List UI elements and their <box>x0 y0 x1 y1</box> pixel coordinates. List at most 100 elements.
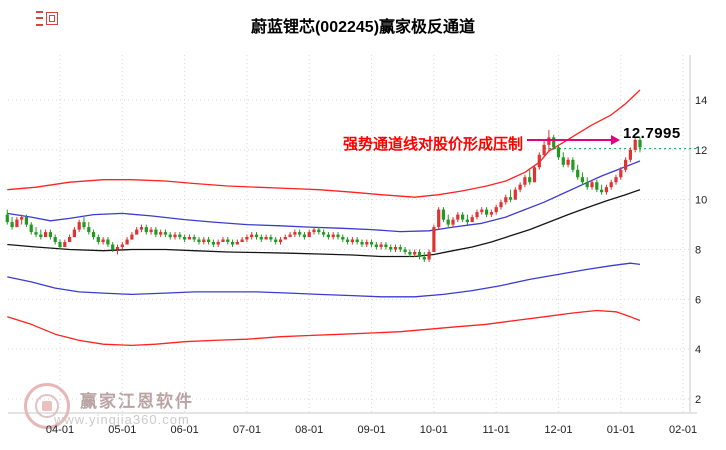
candle-body <box>322 232 326 235</box>
candle-body <box>187 237 191 240</box>
candle-body <box>384 244 388 247</box>
logo-box-icon <box>46 12 58 25</box>
candle-body <box>178 234 182 238</box>
candle-body <box>34 232 38 235</box>
candle-body <box>259 237 263 240</box>
candle-body <box>494 207 498 213</box>
candle-body <box>508 197 513 200</box>
y-axis-tick-label: 4 <box>695 344 701 356</box>
candle-body <box>614 177 618 183</box>
x-axis-tick-label: 01-01 <box>607 424 635 436</box>
candle-body <box>250 234 254 238</box>
candle-body <box>360 242 364 245</box>
candle-body <box>451 219 455 225</box>
candle-body <box>604 187 608 193</box>
arrow-head-icon <box>611 135 620 145</box>
candle-body <box>68 237 72 242</box>
candle-body <box>274 239 278 242</box>
x-axis-tick-label: 09-01 <box>357 424 385 436</box>
candle-body <box>44 232 48 238</box>
candle-body <box>298 232 302 235</box>
x-axis-tick-label: 04-01 <box>46 424 74 436</box>
x-axis-tick-label: 11-01 <box>483 424 510 436</box>
candle-body <box>120 244 124 247</box>
candle-body <box>480 209 484 213</box>
candle-body <box>92 232 96 238</box>
candle-body <box>561 157 565 165</box>
candle-body <box>355 239 359 242</box>
arrow-shaft <box>527 139 612 141</box>
y-axis-tick-label: 12 <box>695 145 707 157</box>
candle-body <box>106 239 110 245</box>
y-axis-tick-label: 6 <box>695 294 701 306</box>
candle-body <box>523 177 527 185</box>
candle-body <box>485 209 489 215</box>
candle-body <box>542 144 546 155</box>
channel-line-lower-inner-blue <box>7 262 641 298</box>
watermark-brand-text: 赢家江恩软件 <box>80 392 194 411</box>
candle-body <box>63 242 67 247</box>
candle-body <box>183 237 187 240</box>
watermark: 赢家江恩软件 www.yingjia360.com <box>24 383 284 433</box>
candle-body <box>254 234 259 238</box>
candle-body <box>202 239 206 242</box>
y-axis-tick-label: 2 <box>695 394 701 406</box>
chart-title: 蔚蓝锂芯(002245)赢家极反通道 <box>250 19 476 36</box>
candle-body <box>240 239 244 242</box>
channel-line-upper-outer-red <box>7 89 641 198</box>
candle-body <box>389 247 393 250</box>
candle-body <box>226 239 230 242</box>
candle-body <box>53 237 57 242</box>
candle-body <box>264 237 268 240</box>
candle-body <box>528 177 532 183</box>
candle-body <box>125 239 129 245</box>
y-axis-tick-label: 14 <box>695 95 707 107</box>
candle-body <box>269 237 273 240</box>
candle-body <box>441 209 445 220</box>
candle-body <box>87 227 91 233</box>
candle-body <box>580 177 584 183</box>
candle-body <box>326 234 330 238</box>
candle-body <box>307 232 311 238</box>
candle-body <box>72 229 76 238</box>
candle-body <box>96 237 100 242</box>
candle-body <box>413 252 417 255</box>
candle-body <box>489 212 493 215</box>
candle-body <box>130 234 134 240</box>
candle-body <box>576 169 580 178</box>
candle-body <box>628 149 632 160</box>
candle-body <box>10 222 14 228</box>
candle-body <box>336 234 340 238</box>
candle-body <box>154 229 158 235</box>
candle-body <box>317 229 321 233</box>
candle-body <box>408 252 412 255</box>
candle-body <box>149 229 153 233</box>
pressure-arrow <box>527 135 620 145</box>
watermark-logo-core <box>42 401 52 411</box>
x-axis-tick-label: 12-01 <box>544 424 572 436</box>
candle-body <box>82 222 86 228</box>
candle-body <box>331 234 335 238</box>
candle-body <box>278 239 283 242</box>
candle-body <box>609 182 613 188</box>
candle-body <box>302 234 306 238</box>
candle-body <box>139 227 144 230</box>
candle-body <box>58 242 62 247</box>
logo-bars-icon <box>36 11 43 26</box>
candle-body <box>417 252 422 257</box>
pressure-annotation-text: 强势通道线对股价形成压制 <box>343 136 524 153</box>
candle-body <box>20 217 24 220</box>
candle-body <box>571 159 575 170</box>
candle-body <box>216 242 220 245</box>
candle-body <box>624 159 628 170</box>
candle-body <box>619 169 623 178</box>
candle-body <box>600 189 604 193</box>
candle-body <box>518 184 522 190</box>
candle-body <box>633 139 637 150</box>
candle-body <box>513 189 517 200</box>
candle-body <box>293 232 297 235</box>
corner-logo-mark <box>36 11 58 26</box>
candle-body <box>499 202 503 208</box>
